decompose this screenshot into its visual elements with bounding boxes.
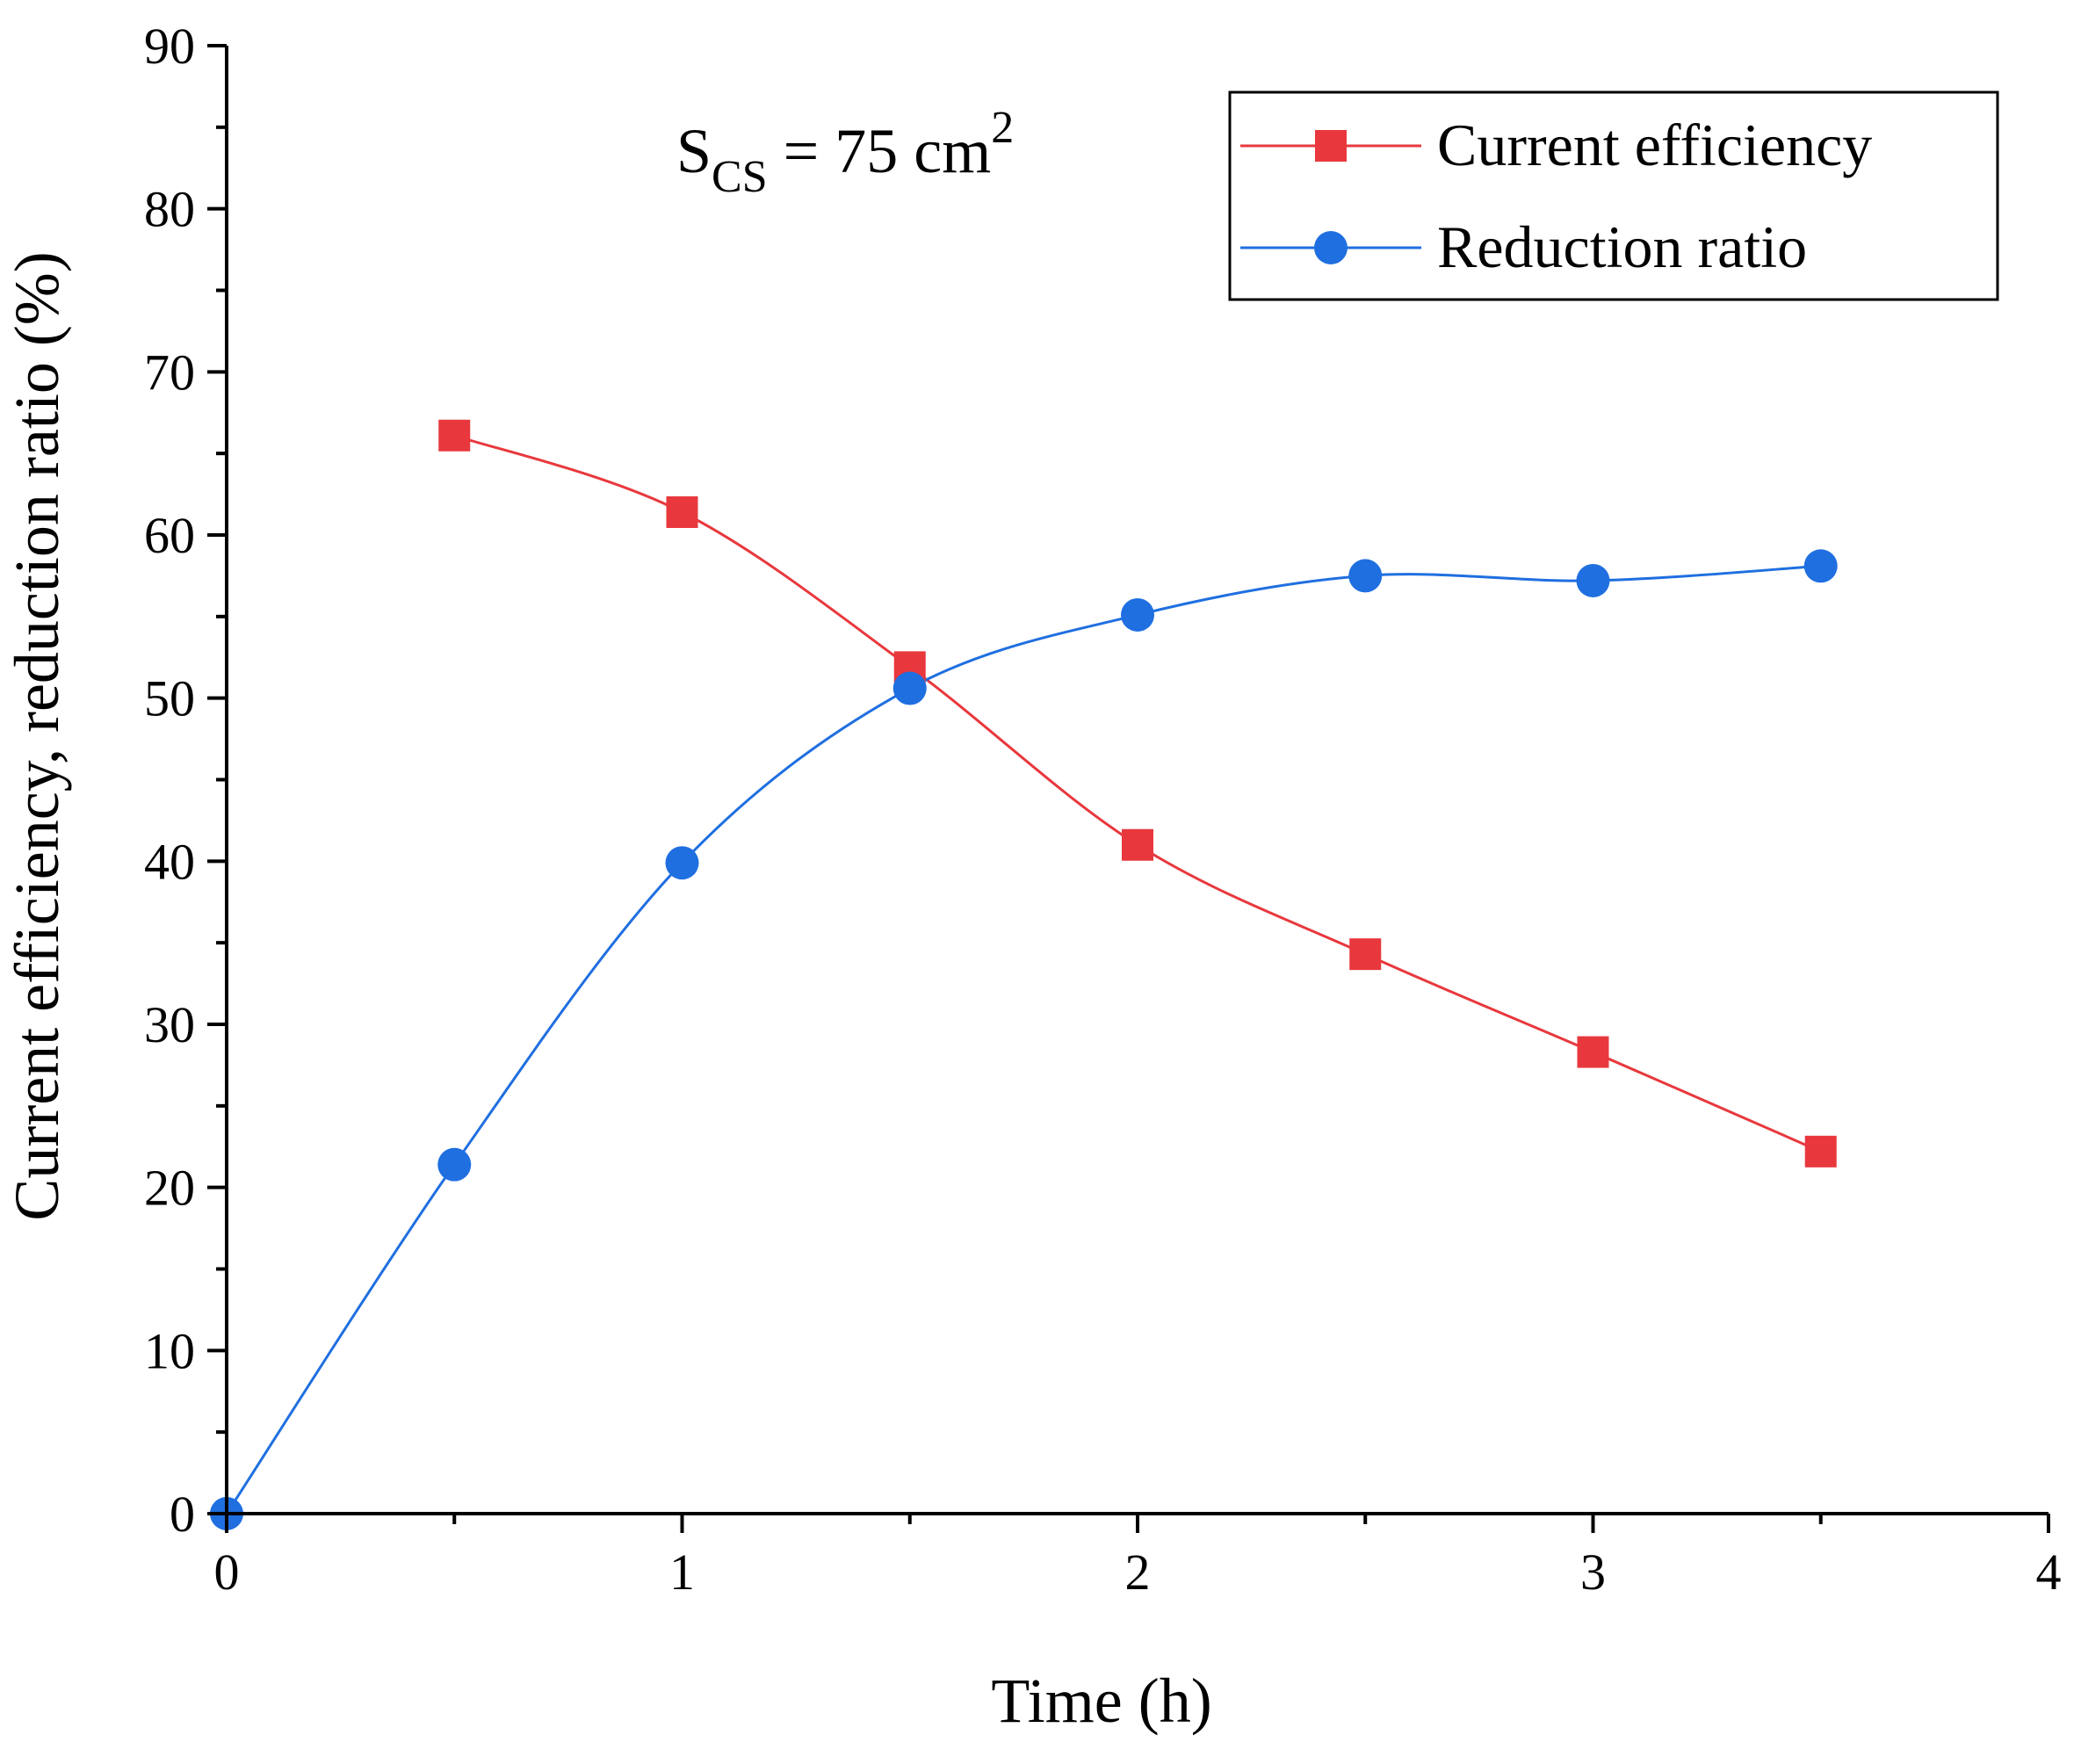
series-curves bbox=[225, 434, 1822, 1515]
data-point-reduction-ratio bbox=[1348, 559, 1383, 593]
y-tick-label: 80 bbox=[144, 181, 195, 238]
annotation-surface-area: SCS = 75 cm2 bbox=[676, 103, 1014, 202]
annotation-base: S bbox=[676, 116, 712, 186]
series-line-current-efficiency bbox=[453, 434, 1822, 1153]
legend: Current efficiency Reduction ratio bbox=[1228, 90, 1999, 301]
annotation-superscript: 2 bbox=[991, 103, 1014, 153]
y-tick-label: 0 bbox=[170, 1486, 195, 1543]
legend-item-reduction-ratio: Reduction ratio bbox=[1240, 213, 1807, 280]
data-point-current-efficiency bbox=[1804, 1135, 1837, 1168]
tick-marks bbox=[207, 44, 2050, 1533]
y-axis-title: Current efficiency, reduction ratio (%) bbox=[2, 251, 72, 1221]
annotation-subscript: CS bbox=[712, 152, 768, 202]
x-tick-label: 1 bbox=[669, 1544, 695, 1601]
data-point-reduction-ratio bbox=[437, 1147, 472, 1182]
data-point-current-efficiency bbox=[1349, 938, 1382, 971]
data-point-reduction-ratio bbox=[892, 671, 927, 705]
data-point-current-efficiency bbox=[1122, 828, 1153, 861]
y-tick-label: 50 bbox=[144, 670, 195, 727]
data-point-reduction-ratio bbox=[665, 846, 699, 880]
data-point-reduction-ratio bbox=[1803, 549, 1838, 583]
data-point-reduction-ratio bbox=[1121, 597, 1154, 632]
legend-box bbox=[1228, 90, 1999, 301]
legend-marker-square bbox=[1315, 130, 1347, 162]
x-tick-label: 4 bbox=[2036, 1544, 2062, 1601]
y-tick-label: 10 bbox=[144, 1322, 195, 1379]
x-axis-title: Time (h) bbox=[991, 1666, 1211, 1736]
y-tick-label: 40 bbox=[144, 833, 195, 890]
legend-item-current-efficiency: Current efficiency bbox=[1240, 112, 1872, 178]
y-tick-label: 70 bbox=[144, 343, 195, 401]
y-tick-label: 90 bbox=[144, 18, 195, 75]
data-point-current-efficiency bbox=[666, 496, 698, 529]
x-tick-label: 2 bbox=[1125, 1544, 1151, 1601]
y-tick-label: 60 bbox=[144, 507, 195, 564]
data-point-current-efficiency bbox=[438, 419, 471, 452]
legend-label-reduction-ratio: Reduction ratio bbox=[1437, 213, 1807, 280]
annotation-rest: = 75 cm bbox=[768, 116, 992, 186]
y-tick-label: 30 bbox=[144, 996, 195, 1053]
legend-label-current-efficiency: Current efficiency bbox=[1437, 112, 1872, 178]
series-markers bbox=[210, 419, 1838, 1530]
legend-marker-circle bbox=[1314, 231, 1348, 264]
x-tick-label: 3 bbox=[1580, 1544, 1606, 1601]
y-tick-label: 20 bbox=[144, 1160, 195, 1217]
x-tick-label: 0 bbox=[214, 1544, 240, 1601]
data-point-reduction-ratio bbox=[1576, 563, 1610, 597]
data-point-current-efficiency bbox=[1577, 1036, 1609, 1068]
